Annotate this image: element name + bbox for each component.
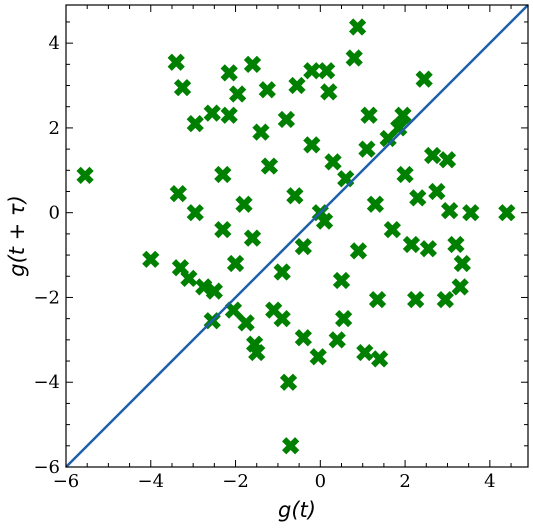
scatter-point (206, 107, 219, 120)
scatter-point (399, 168, 412, 181)
scatter-point (386, 223, 399, 236)
scatter-point (352, 244, 365, 257)
scatter-point (305, 138, 318, 151)
y-tick-label: −6 (33, 457, 60, 478)
scatter-point (337, 312, 350, 325)
scatter-point (276, 266, 289, 279)
scatter-point (360, 143, 373, 156)
scatter-point (231, 88, 244, 101)
scatter-point (276, 312, 289, 325)
scatter-point (369, 198, 382, 211)
y-tick-label: 2 (49, 118, 60, 139)
scatter-point (240, 316, 253, 329)
scatter-point (454, 280, 467, 293)
scatter-point (312, 350, 325, 363)
scatter-point (439, 293, 452, 306)
scatter-point (176, 81, 189, 94)
y-tick-label: 4 (49, 33, 60, 54)
scatter-point (449, 238, 462, 251)
scatter-point (246, 232, 259, 245)
scatter-point (297, 240, 310, 253)
x-tick-label: −2 (222, 471, 249, 492)
scatter-point (254, 126, 267, 139)
scatter-point (348, 51, 361, 64)
scatter-point (261, 83, 274, 96)
scatter-point (430, 185, 443, 198)
scatter-point (411, 191, 424, 204)
scatter-point (464, 206, 477, 219)
scatter-point (223, 66, 236, 79)
scatter-point (172, 187, 185, 200)
scatter-point (297, 331, 310, 344)
scatter-point (363, 109, 376, 122)
x-tick-label: 2 (399, 471, 410, 492)
y-tick-label: −4 (33, 372, 60, 393)
scatter-point (500, 206, 513, 219)
scatter-point (291, 79, 304, 92)
x-tick-label: 4 (484, 471, 495, 492)
scatter-point (189, 117, 202, 130)
scatter-point (441, 153, 454, 166)
x-tick-label: 0 (315, 471, 326, 492)
scatter-point (263, 160, 276, 173)
scatter-point (422, 242, 435, 255)
scatter-point (331, 333, 344, 346)
scatter-point (405, 238, 418, 251)
scatter-point (373, 352, 386, 365)
scatter-point (322, 85, 335, 98)
scatter-point (216, 223, 229, 236)
scatter-point (238, 198, 251, 211)
scatter-point (409, 293, 422, 306)
scatter-point (371, 293, 384, 306)
scatter-point (144, 253, 157, 266)
scatter-point (305, 64, 318, 77)
y-axis-label: g(t + τ) (5, 195, 29, 277)
scatter-point (280, 113, 293, 126)
x-tick-label: −4 (137, 471, 164, 492)
scatter-point (284, 439, 297, 452)
scatter-point (426, 149, 439, 162)
scatter-point (335, 274, 348, 287)
scatter-point (320, 64, 333, 77)
x-axis-label: g(t) (278, 498, 316, 522)
scatter-point (282, 376, 295, 389)
scatter-point (229, 257, 242, 270)
y-tick-label: −2 (33, 287, 60, 308)
scatter-point (182, 272, 195, 285)
scatter-point (418, 73, 431, 86)
scatter-point (170, 56, 183, 69)
scatter-point (327, 155, 340, 168)
scatter-point (189, 206, 202, 219)
scatter-point (288, 189, 301, 202)
reference-line (66, 5, 528, 467)
scatter-point (79, 169, 92, 182)
scatter-point (246, 58, 259, 71)
scatter-point (216, 168, 229, 181)
scatter-point (358, 346, 371, 359)
scatter-point (443, 204, 456, 217)
scatter-point (351, 21, 364, 34)
scatter-point (223, 109, 236, 122)
y-tick-label: 0 (49, 203, 60, 224)
scatter-point (456, 257, 469, 270)
